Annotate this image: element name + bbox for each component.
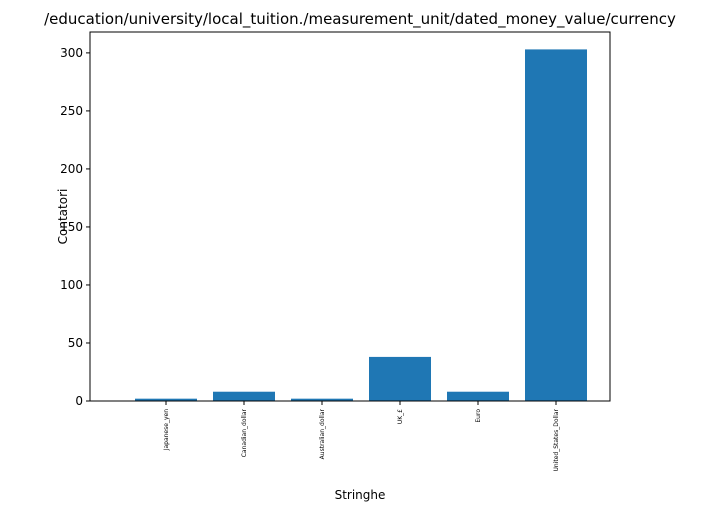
x-axis-label: Stringhe [335,488,386,502]
bar-2 [291,398,353,401]
y-tick-label-5: 250 [60,104,83,118]
plot-frame [89,31,611,402]
y-axis: 0 50 100 150 200 250 300 [60,46,90,408]
bars-layer [135,49,587,401]
x-tick-label-0: Japanese_yen [163,409,170,451]
y-axis-label: Contatori [56,189,70,245]
x-tick-label-1: Canadian_dollar [241,408,248,457]
bar-4 [447,391,509,401]
y-tick-label-4: 200 [60,162,83,176]
x-tick-label-2: Australian_dollar [319,408,326,459]
chart-title: /education/university/local_tuition./mea… [44,10,676,29]
x-tick-label-4: Euro [475,409,482,423]
bar-0 [135,398,197,401]
x-tick-label-5: United_States_Dollar [553,408,560,471]
bar-3 [369,356,431,401]
y-tick-label-0: 0 [75,394,83,408]
x-tick-label-3: UK_£ [397,409,404,424]
y-tick-label-6: 300 [60,46,83,60]
bar-5 [525,49,587,401]
x-axis: Japanese_yen Canadian_dollar Australian_do… [163,401,560,472]
y-tick-label-1: 50 [68,336,83,350]
y-tick-label-2: 100 [60,278,83,292]
bar-1 [213,391,275,401]
y-tick-label-3: 150 [60,220,83,234]
